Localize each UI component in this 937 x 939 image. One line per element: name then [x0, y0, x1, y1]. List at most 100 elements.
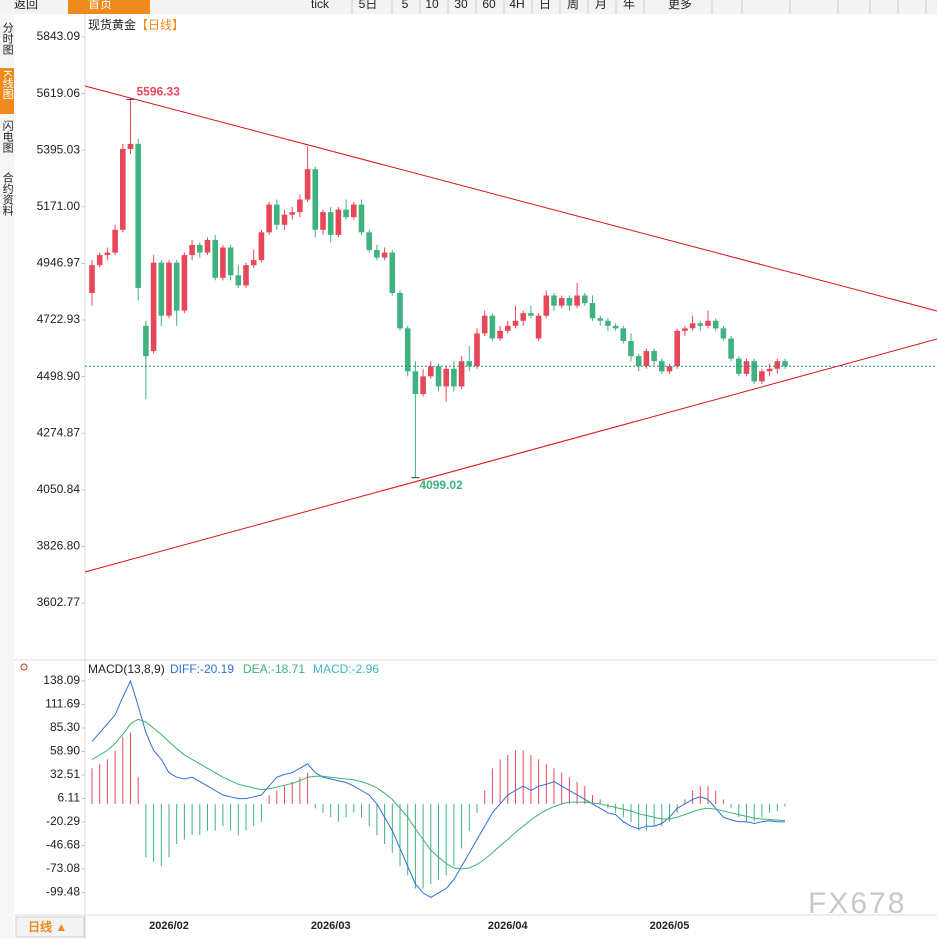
toolbar-button[interactable]: 首页 [88, 0, 112, 11]
y-tick-label: 5395.03 [37, 142, 81, 156]
candle-body [112, 229, 118, 253]
candle-body [366, 232, 372, 251]
candle-body [551, 295, 557, 306]
macd-legend: DIFF:-20.19 [170, 662, 234, 676]
toolbar-button[interactable]: 周 [567, 0, 579, 11]
candle-body [250, 260, 257, 266]
candle-body [651, 351, 657, 362]
sidebar-tab[interactable]: 分时图 [1, 22, 14, 56]
candle-body [435, 366, 442, 387]
y-tick-label: 3602.77 [37, 595, 81, 609]
toolbar-button[interactable]: 返回 [14, 0, 38, 11]
candle-body [751, 361, 757, 382]
candle-body [666, 366, 673, 372]
candle-body [451, 368, 457, 387]
home-button-bg [68, 0, 150, 14]
x-tick-label: 2026/04 [488, 920, 529, 932]
watermark: FX678 [808, 887, 906, 920]
y-tick-label: 32.51 [50, 767, 80, 781]
candle-body [204, 239, 211, 253]
candle-body [420, 376, 426, 395]
toolbar-button[interactable]: 5 [402, 0, 409, 11]
candle-body [620, 328, 627, 341]
candle-body [705, 320, 711, 326]
candle-body [412, 371, 419, 395]
candle-body [743, 361, 750, 374]
candle-body [358, 204, 365, 233]
y-tick-label: 4722.93 [37, 312, 81, 326]
candle-body [304, 169, 311, 200]
candle-body [520, 313, 526, 321]
y-tick-label: 4946.97 [37, 256, 81, 270]
toolbar-button[interactable]: 10 [425, 0, 439, 11]
y-tick-label: -20.29 [46, 814, 80, 828]
settings-icon[interactable] [20, 663, 28, 671]
sidebar-tab[interactable]: 闪电图 [1, 119, 14, 154]
candle-body [389, 252, 396, 293]
y-tick-label: 5171.00 [37, 199, 81, 213]
y-tick-label: 5843.09 [37, 29, 81, 43]
y-tick-label: 111.69 [45, 697, 80, 711]
macd-legend: MACD(13,8,9) [88, 662, 165, 676]
candle-body [489, 315, 496, 339]
sidebar [0, 14, 14, 939]
toolbar-button[interactable]: 月 [595, 0, 607, 11]
candle-body [374, 250, 380, 258]
candle-body [589, 303, 596, 319]
toolbar-button[interactable]: 年 [623, 0, 635, 11]
candle-body [212, 239, 218, 278]
toolbar-button[interactable]: 日 [539, 0, 551, 11]
sidebar-tab[interactable]: K线图 [1, 70, 14, 100]
candle-body [189, 244, 195, 256]
candle-body [728, 338, 734, 359]
toolbar-button[interactable]: tick [311, 0, 330, 11]
max-label: 5596.33 [137, 85, 181, 99]
candle-body [597, 318, 603, 321]
macd-legend: MACD:-2.96 [313, 662, 379, 676]
candle-body [689, 323, 696, 329]
candle-body [635, 356, 642, 367]
candle-body [266, 204, 272, 233]
candle-body [173, 262, 180, 311]
y-tick-label: 58.90 [50, 744, 80, 758]
candle-body [243, 265, 249, 286]
candle-body [127, 143, 134, 149]
toolbar-button[interactable]: 30 [454, 0, 468, 11]
period-button-label[interactable]: 日线 ▲ [28, 919, 67, 934]
macd-legend: DEA:-18.71 [243, 662, 305, 676]
candle-body [628, 340, 634, 357]
candle-body [535, 315, 542, 339]
toolbar-button[interactable]: 5日 [359, 0, 378, 11]
macd-line [91, 679, 786, 898]
sidebar-tab[interactable]: 合约资料 [1, 171, 14, 217]
candle-body [327, 212, 334, 235]
candle-body [512, 320, 519, 326]
candle-body [120, 148, 126, 230]
y-tick-label: 4050.84 [37, 482, 81, 496]
candle-body [258, 232, 265, 261]
candle-body [474, 333, 480, 367]
toolbar-button[interactable]: 更多 [668, 0, 692, 11]
toolbar-button[interactable]: 60 [482, 0, 496, 11]
candle-body [528, 313, 534, 316]
candle-body [397, 292, 403, 329]
candle-body [466, 361, 473, 367]
trend-line-lower [84, 338, 937, 573]
sidebar-active [0, 68, 14, 114]
candle-body [166, 262, 172, 316]
candle-body [181, 255, 188, 311]
toolbar-button[interactable]: 4H [509, 0, 524, 11]
candle-body [96, 255, 103, 266]
candle-body [543, 295, 550, 316]
y-tick-label: 4274.87 [37, 425, 81, 439]
candle-body [312, 169, 319, 230]
candle-body [458, 361, 465, 387]
candle-body [612, 325, 619, 329]
candle-body [343, 209, 349, 218]
candle-body [227, 247, 234, 276]
candle-body [235, 275, 242, 286]
macd-line [91, 718, 786, 870]
period-button[interactable] [15, 916, 85, 938]
candle-body [143, 325, 149, 357]
x-tick-label: 2026/03 [311, 920, 351, 932]
